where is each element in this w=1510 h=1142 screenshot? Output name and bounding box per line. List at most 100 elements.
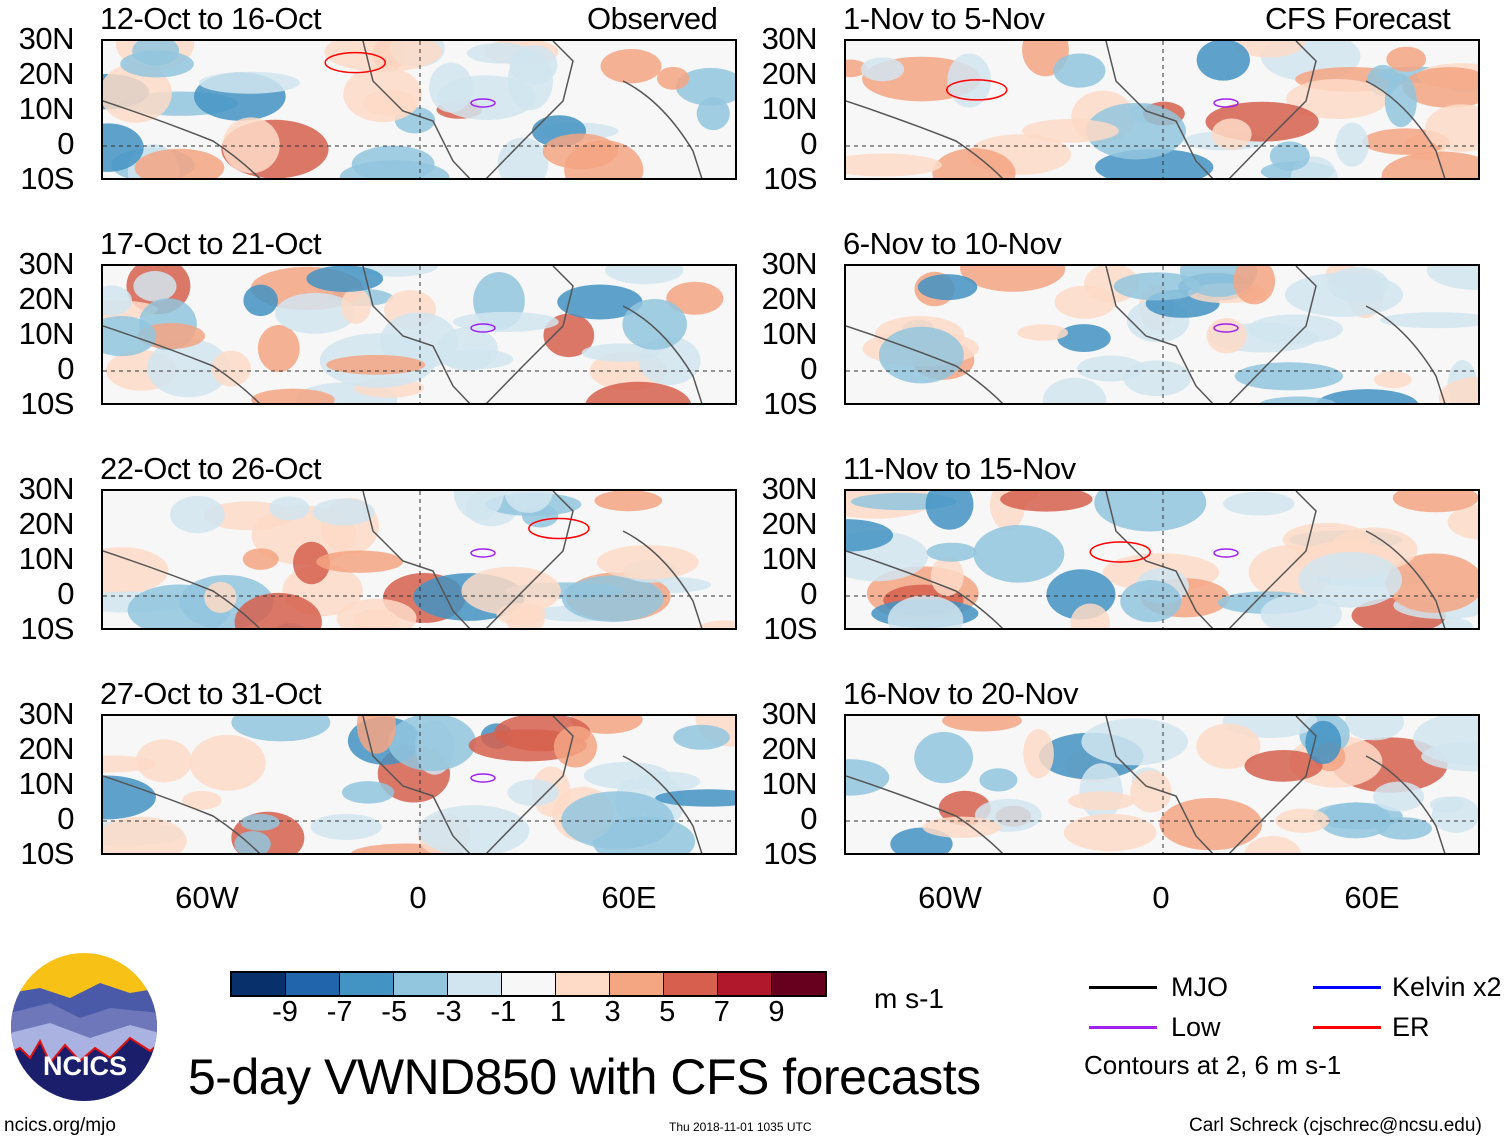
negative-anomaly bbox=[339, 160, 450, 178]
negative-anomaly bbox=[1123, 360, 1192, 397]
colorbar-swatch bbox=[718, 973, 772, 995]
contours-note: Contours at 2, 6 m s-1 bbox=[1084, 1050, 1342, 1080]
negative-anomaly bbox=[1319, 802, 1392, 839]
positive-anomaly bbox=[1233, 266, 1276, 305]
map-panel bbox=[101, 714, 737, 855]
colorbar-swatch bbox=[394, 973, 448, 995]
observed-header: Observed bbox=[587, 1, 718, 36]
negative-anomaly bbox=[1298, 551, 1403, 608]
colorbar-swatch bbox=[286, 973, 340, 995]
negative-anomaly bbox=[275, 292, 356, 334]
negative-anomaly bbox=[1316, 389, 1418, 403]
map-panel bbox=[101, 264, 737, 405]
lat-label: 30N bbox=[18, 246, 75, 281]
colorbar-tick-label: 3 bbox=[604, 996, 621, 1028]
positive-anomaly bbox=[1023, 729, 1054, 779]
negative-anomaly bbox=[1335, 122, 1369, 167]
negative-anomaly bbox=[1384, 74, 1417, 128]
lat-label: 30N bbox=[761, 246, 818, 281]
positive-anomaly bbox=[242, 548, 279, 570]
negative-anomaly bbox=[878, 326, 964, 384]
lat-label: 20N bbox=[761, 281, 818, 316]
lat-label: 10N bbox=[761, 766, 818, 801]
er-contour bbox=[324, 51, 386, 74]
negative-anomaly bbox=[133, 271, 177, 302]
lat-label: 10S bbox=[763, 611, 817, 646]
negative-anomaly bbox=[561, 575, 664, 622]
colorbar-tick-label: -5 bbox=[381, 996, 408, 1028]
positive-anomaly bbox=[356, 716, 397, 754]
positive-anomaly bbox=[553, 725, 598, 768]
map-panel bbox=[101, 39, 737, 180]
lat-label: 0 bbox=[800, 576, 817, 611]
negative-anomaly bbox=[417, 805, 530, 853]
figure-title: 5-day VWND850 with CFS forecasts bbox=[188, 1049, 981, 1105]
colorbar-swatch bbox=[232, 973, 286, 995]
positive-anomaly bbox=[189, 734, 266, 791]
lat-label: 0 bbox=[57, 576, 74, 611]
negative-anomaly bbox=[926, 542, 977, 562]
negative-anomaly bbox=[1305, 720, 1342, 765]
negative-anomaly bbox=[675, 67, 735, 106]
negative-anomaly bbox=[1234, 362, 1344, 391]
negative-anomaly bbox=[887, 595, 964, 628]
low-contour bbox=[470, 773, 496, 783]
positive-anomaly bbox=[340, 288, 371, 324]
negative-anomaly bbox=[622, 299, 687, 350]
lat-label: 20N bbox=[761, 731, 818, 766]
negative-anomaly bbox=[507, 779, 559, 807]
map-panel bbox=[844, 264, 1480, 405]
map-panel bbox=[844, 489, 1480, 630]
legend-label-low: Low bbox=[1171, 1012, 1221, 1042]
er-contour bbox=[945, 79, 1008, 101]
negative-anomaly bbox=[146, 338, 230, 398]
negative-anomaly bbox=[453, 311, 559, 332]
colorbar-tick-label: -1 bbox=[490, 996, 517, 1028]
low-contour bbox=[1213, 98, 1239, 108]
lat-label: 10N bbox=[761, 541, 818, 576]
negative-anomaly bbox=[269, 496, 310, 521]
footer-url[interactable]: ncics.org/mjo bbox=[4, 1115, 116, 1136]
positive-anomaly bbox=[1159, 797, 1263, 851]
lat-label: 10N bbox=[761, 316, 818, 351]
positive-anomaly bbox=[656, 66, 690, 90]
lat-label: 20N bbox=[761, 506, 818, 541]
negative-anomaly bbox=[1113, 272, 1202, 301]
positive-anomaly bbox=[257, 324, 300, 373]
colorbar-units: m s-1 bbox=[874, 983, 944, 1014]
coastline bbox=[103, 491, 703, 628]
map-panel bbox=[101, 489, 737, 630]
positive-anomaly bbox=[103, 755, 157, 773]
negative-anomaly bbox=[103, 285, 133, 316]
positive-anomaly bbox=[1211, 118, 1252, 150]
positive-anomaly bbox=[1196, 723, 1261, 769]
negative-anomaly bbox=[1057, 324, 1111, 353]
lat-label: 10S bbox=[763, 836, 817, 871]
negative-anomaly bbox=[917, 274, 978, 301]
lon-label: 60W bbox=[918, 880, 982, 915]
colorbar-swatch bbox=[664, 973, 718, 995]
panel-title: 17-Oct to 21-Oct bbox=[100, 226, 322, 261]
negative-anomaly bbox=[1413, 716, 1478, 765]
colorbar-swatch bbox=[448, 973, 502, 995]
positive-anomaly bbox=[1244, 835, 1302, 853]
positive-anomaly bbox=[135, 739, 192, 783]
positive-anomaly bbox=[1438, 377, 1478, 403]
lat-label: 20N bbox=[18, 506, 75, 541]
positive-anomaly bbox=[1447, 504, 1478, 540]
positive-anomaly bbox=[103, 547, 169, 594]
negative-anomaly bbox=[1223, 491, 1295, 516]
positive-anomaly bbox=[846, 153, 942, 177]
negative-anomaly bbox=[557, 284, 643, 320]
negative-anomaly bbox=[120, 50, 194, 78]
negative-anomaly bbox=[1344, 716, 1404, 741]
colorbar-swatch bbox=[340, 973, 394, 995]
positive-anomaly bbox=[1385, 553, 1478, 613]
legend-label-kelvin: Kelvin x2 bbox=[1392, 972, 1502, 1002]
legend-line-low bbox=[1089, 1026, 1157, 1029]
forecast-header: CFS Forecast bbox=[1265, 1, 1451, 36]
lon-label: 60E bbox=[601, 880, 657, 915]
positive-anomaly bbox=[1402, 67, 1478, 108]
lat-label: 0 bbox=[800, 351, 817, 386]
panel-title: 27-Oct to 31-Oct bbox=[100, 676, 322, 711]
